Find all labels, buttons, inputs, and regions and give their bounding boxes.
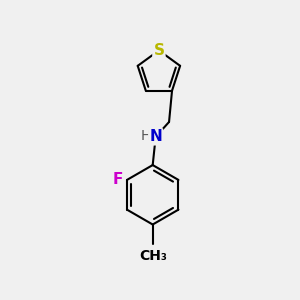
Text: H: H bbox=[141, 129, 151, 143]
Text: F: F bbox=[112, 172, 123, 188]
Text: CH₃: CH₃ bbox=[139, 249, 166, 263]
Text: S: S bbox=[153, 43, 164, 58]
Text: N: N bbox=[149, 129, 162, 144]
